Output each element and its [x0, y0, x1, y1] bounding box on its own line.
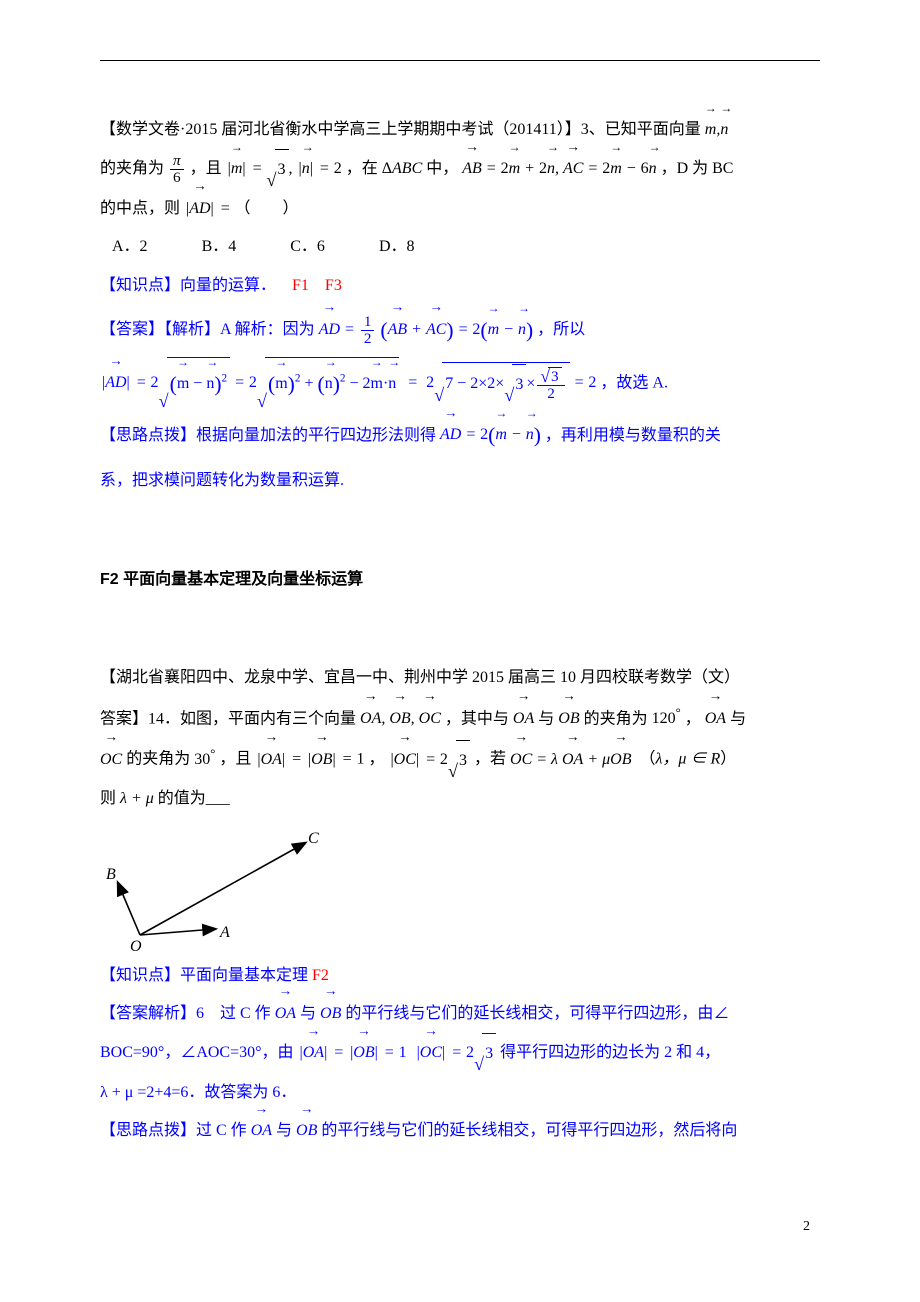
q2-OB-3: OB→ [320, 1005, 341, 1022]
q2-ans-lead: 【答案解析】6 过 C 作 [100, 1005, 271, 1022]
q2-question-tail: 的值为___ [158, 790, 230, 807]
q1-answer-tail: ，所以 [537, 321, 585, 338]
q2-norms: OA→ = OB→ = 1 [255, 751, 368, 768]
q2-lam-mu: λ + μ [120, 790, 154, 807]
q2-OC-len: OC→ = 2√3 [388, 751, 474, 768]
q2-ans-line3: λ + μ =2+4=6．故答案为 6． [100, 1074, 820, 1112]
q2-l2f: 与 [730, 710, 746, 727]
q2-OA-4: OA→ [251, 1122, 272, 1139]
q1-hint-AD: AD→ = 2(m→ − n→) [440, 426, 545, 443]
q2-decomp: OC→ = λ OA→ + μOB→ [510, 751, 635, 768]
q1-opt-a: A．2 [112, 228, 148, 266]
q2-question: 则 [100, 790, 116, 807]
q2-angle2: 30° [194, 751, 215, 768]
q1-paren: （ ） [235, 200, 299, 217]
q1-sep1: ，且 [190, 160, 222, 177]
q2-l2a: 答案】14．如图，平面内有三个向量 [100, 710, 356, 727]
svg-text:A: A [219, 924, 230, 941]
q2-angle1: 120° [652, 710, 681, 727]
q1-opt-c: C．6 [290, 228, 325, 266]
page-number: 2 [100, 1210, 820, 1244]
q2-kcode: F2 [312, 967, 329, 984]
q2-l2b: ，其中与 [445, 710, 509, 727]
q2-ans-line1: 【答案解析】6 过 C 作 OA→ 与 OB→ 的平行线与它们的延长线相交，可得… [100, 995, 820, 1033]
q2-OB-1: OB→ [558, 710, 579, 727]
q1-answer-lead: 【答案】【解析】A 解析：因为 [100, 321, 315, 338]
q2-vecs: OA→, OB→, OC→ [360, 710, 445, 727]
q1-AD-expr: AD→ = 12 (AB→ + AC→) = 2(m→ − n→) [319, 321, 537, 338]
q2-l3a: 的夹角为 [126, 751, 190, 768]
q2-l3c: ，若 [474, 751, 506, 768]
q1-AD: AD→ = [184, 200, 235, 217]
q1-tri-label: ，在 [346, 160, 378, 177]
q1-answer-final: ，故选 A. [600, 374, 668, 391]
q1-AD-mag: AD→ = 2√(m→ − n→)2 = 2√(m→)2 + (n→)2 − 2… [100, 374, 600, 391]
q1-answer-line2: AD→ = 2√(m→ − n→)2 = 2√(m→)2 + (n→)2 − 2… [100, 357, 820, 411]
q1-line3: 的中点，则 AD→ = （ ） [100, 190, 820, 228]
q2-hint-mid1: 与 [276, 1122, 292, 1139]
svg-text:B: B [106, 866, 116, 883]
q2-ans-mid1: 与 [300, 1005, 316, 1022]
q1-angle: π6 [168, 160, 190, 177]
q2-ans-norms: OA→ = OB→ = 1 OC→ = 2√3 [298, 1044, 501, 1061]
q2-ans-line2: BOC=90°，∠AOC=30°，由 OA→ = OB→ = 1 OC→ = 2… [100, 1033, 820, 1073]
q2-l2c: 与 [538, 710, 554, 727]
q2-domain: λ，μ ∈ R [655, 751, 720, 768]
q2-l2e: ， [685, 710, 701, 727]
q1-hint-mid: ，再利用模与数量积的关 [545, 426, 721, 443]
q1-opt-d: D．8 [379, 228, 415, 266]
q1-knowledge-label: 【知识点】向量的运算． [100, 277, 276, 294]
q2-l2d: 的夹角为 [584, 710, 648, 727]
q2-OB-4: OB→ [296, 1122, 317, 1139]
q1-midpt: ，D 为 BC [661, 160, 734, 177]
q1-hint-label: 【思路点拨】根据向量加法的平行四边形法则得 [100, 426, 436, 443]
q2-OC-1: OC→ [100, 751, 122, 768]
q1-line3-tail: 的中点，则 [100, 200, 180, 217]
q2-l3e: ） [720, 751, 736, 768]
q2-knowledge-label: 【知识点】平面向量基本定理 [100, 967, 308, 984]
q1-kcode-1: F3 [325, 277, 342, 294]
section-f2-title: F2 平面向量基本定理及向量坐标运算 [100, 561, 820, 599]
q1-triangle: ΔABC [382, 160, 423, 177]
q1-kcode-0: F1 [292, 277, 309, 294]
q2-line3: OC→ 的夹角为 30° ，且 OA→ = OB→ = 1 ， OC→ = 2√… [100, 738, 820, 780]
q2-OA-3: OA→ [275, 1005, 296, 1022]
q2-l3d: （ [639, 751, 655, 768]
svg-text:O: O [130, 938, 142, 955]
q2-line4: 则 λ + μ 的值为___ [100, 780, 820, 818]
q1-answer-line1: 【答案】【解析】A 解析：因为 AD→ = 12 (AB→ + AC→) = 2… [100, 305, 820, 357]
q2-ans-mid2: 的平行线与它们的延长线相交，可得平行四边形，由∠ [345, 1005, 729, 1022]
q1-source: 【数学文卷·2015 届河北省衡水中学高三上学期期中考试（201411）】3、已… [100, 121, 701, 138]
q1-knowledge: 【知识点】向量的运算． F1 F3 [100, 267, 820, 305]
q1-angle-label: 的夹角为 [100, 160, 164, 177]
svg-text:C: C [308, 830, 319, 847]
q1-vec-m-n: m→,n→ [705, 121, 729, 138]
q1-hint-line2: 系，把求模问题转化为数量积运算. [100, 462, 820, 500]
q2-diagram: O A B C [100, 825, 320, 955]
q1-norms: m→ = √3, n→ = 2 [226, 160, 346, 177]
q2-hint-lead: 【思路点拨】过 C 作 [100, 1122, 247, 1139]
q1-tri-tail: 中， [426, 160, 458, 177]
q1-line1: 【数学文卷·2015 届河北省衡水中学高三上学期期中考试（201411）】3、已… [100, 111, 820, 149]
q1-options: A．2 B．4 C．6 D．8 [100, 228, 820, 266]
q2-hint: 【思路点拨】过 C 作 OA→ 与 OB→ 的平行线与它们的延长线相交，可得平行… [100, 1112, 820, 1150]
q2-OA-1: OA→ [513, 710, 534, 727]
q2-line2: 答案】14．如图，平面内有三个向量 OA→, OB→, OC→ ，其中与 OA→… [100, 698, 820, 739]
q2-hint-tail: 的平行线与它们的延长线相交，可得平行四边形，然后将向 [321, 1122, 737, 1139]
q2-knowledge: 【知识点】平面向量基本定理 F2 [100, 957, 820, 995]
q2-l3b: ，且 [219, 751, 251, 768]
q1-hint-line1: 【思路点拨】根据向量加法的平行四边形法则得 AD→ = 2(m→ − n→) ，… [100, 411, 820, 463]
top-rule [100, 60, 820, 61]
q2-OA-2: OA→ [705, 710, 726, 727]
q1-opt-b: B．4 [202, 228, 237, 266]
q2-ans-l2a: BOC=90°，∠AOC=30°，由 [100, 1044, 294, 1061]
q2-ans-l2b: 得平行四边形的边长为 2 和 4， [500, 1044, 720, 1061]
q1-AB-AC: AB→ = 2m→ + 2n→, AC→ = 2m→ − 6n→ [462, 160, 660, 177]
